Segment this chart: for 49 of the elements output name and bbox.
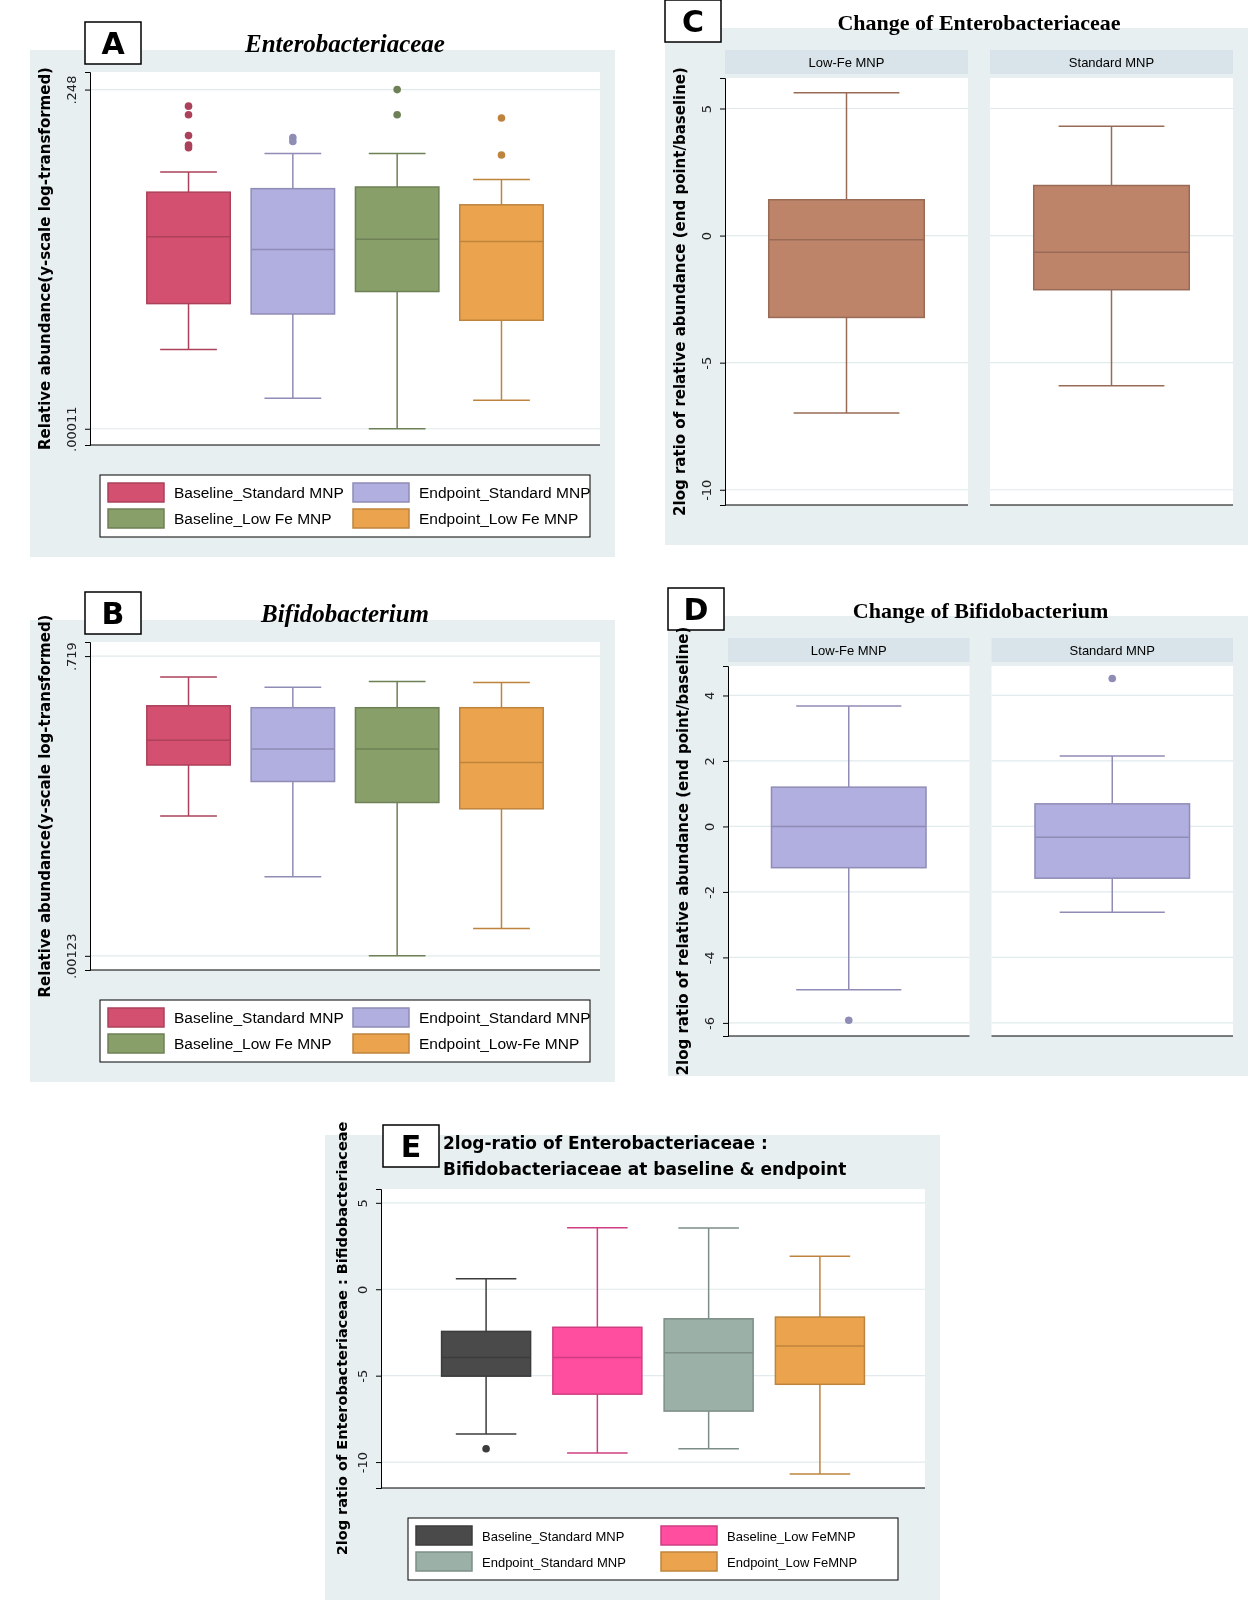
chart-title: 2log-ratio of Enterobacteriaceae : Bifidobacteriaceae at baseline & endpoint: [443, 1133, 847, 1179]
text: B: [101, 596, 125, 631]
chart-title: Change of Enterobacteriaceae: [837, 10, 1121, 35]
text: C: [681, 4, 705, 39]
chart-title: Bifidobacterium: [259, 600, 430, 627]
y-tick-label: .00123: [64, 933, 79, 980]
y-tick-label: 4: [702, 691, 717, 701]
y-tick-label: -10: [699, 479, 714, 501]
legend-label: Endpoint_Low FeMNP: [727, 1555, 858, 1570]
legend-label: Endpoint_Low Fe MNP: [419, 510, 579, 527]
text: D: [683, 592, 709, 627]
legend-label: Baseline_Low Fe MNP: [174, 510, 332, 527]
x-tick-label: Standard MNP: [1069, 643, 1155, 658]
text: A: [101, 26, 126, 61]
y-axis-title: 2log ratio of Enterobacteriaceae : Bifidobacteriaceae: [334, 1121, 350, 1556]
x-tick-label: Low-Fe MNP: [810, 643, 887, 658]
y-tick-label: 5: [355, 1199, 370, 1208]
y-axis-title: 2log ratio of relative abundance (end point/baseline): [674, 626, 692, 1076]
legend-label: Baseline_Low FeMNP: [727, 1529, 856, 1544]
y-axis-title: Relative abundance(y-scale log-transformed): [36, 614, 54, 998]
x-tick-label: Standard MNP: [1068, 55, 1155, 70]
legend-label: Endpoint_Standard MNP: [482, 1555, 626, 1570]
y-tick-label: 0: [355, 1285, 370, 1294]
x-tick-label: Low-Fe MNP: [808, 55, 885, 70]
legend-label: Endpoint_Standard MNP: [419, 484, 591, 501]
y-tick-label: -6: [702, 1016, 717, 1030]
legend-label: Endpoint_Standard MNP: [419, 1009, 591, 1026]
chart-title: Enterobacteriaceae: [244, 30, 445, 57]
y-tick-label: 0: [699, 231, 714, 241]
text: E: [400, 1129, 422, 1164]
y-tick-label: 2: [702, 757, 717, 766]
y-tick-label: -4: [702, 951, 717, 965]
y-tick-label: -5: [699, 356, 714, 370]
y-axis-title: Relative abundance(y-scale log-transformed): [36, 67, 54, 450]
y-tick-label: 5: [699, 104, 714, 114]
y-tick-label: -10: [355, 1451, 370, 1474]
legend-label: Endpoint_Low-Fe MNP: [419, 1035, 580, 1052]
y-tick-label: .00011: [64, 406, 79, 453]
y-tick-label: .248: [64, 75, 79, 105]
legend-label: Baseline_Standard MNP: [482, 1529, 625, 1544]
legend-label: Baseline_Standard MNP: [174, 484, 344, 501]
y-tick-label: -5: [355, 1369, 370, 1383]
legend-label: Baseline_Low Fe MNP: [174, 1035, 332, 1052]
y-tick-label: -2: [702, 885, 717, 899]
y-tick-label: 0: [702, 822, 717, 832]
chart-title: Change of Bifidobacterium: [852, 598, 1109, 623]
y-axis-title: 2log ratio of relative abundance (end point/baseline): [671, 67, 689, 516]
legend-label: Baseline_Standard MNP: [174, 1009, 344, 1026]
y-tick-label: .719: [64, 642, 79, 672]
